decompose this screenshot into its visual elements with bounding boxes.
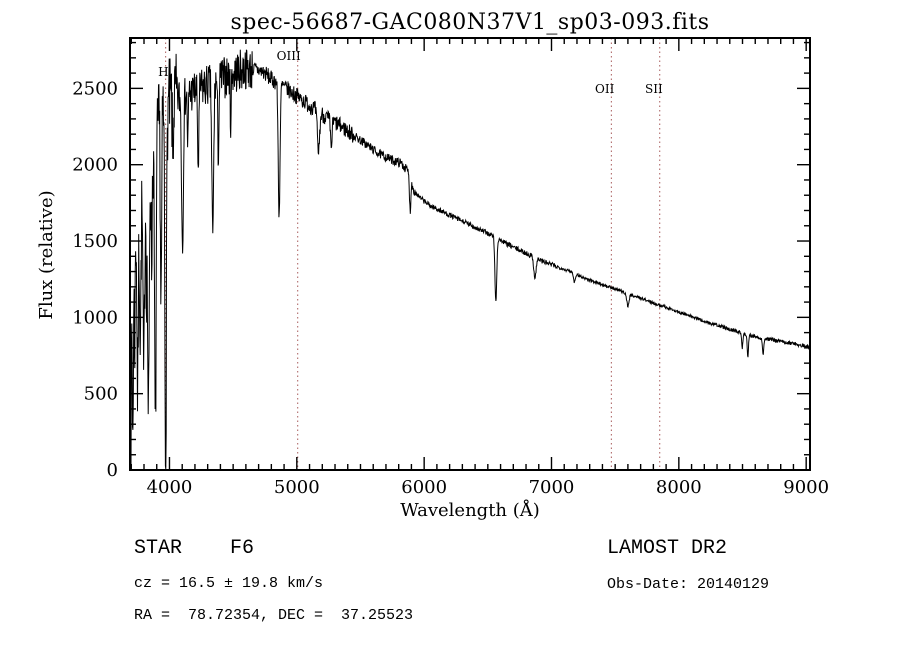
plot-title: spec-56687-GAC080N37V1_sp03-093.fits <box>230 10 710 35</box>
y-tick-label: 0 <box>107 460 118 481</box>
x-tick-label: 7000 <box>529 477 575 498</box>
x-tick-label: 5000 <box>274 477 320 498</box>
reference-line-label: OII <box>595 82 615 96</box>
x-tick-label: 8000 <box>656 477 702 498</box>
x-tick-label: 6000 <box>401 477 447 498</box>
spectrum-trace <box>130 49 810 470</box>
cz-label: cz = 16.5 ± 19.8 km/s <box>134 575 324 592</box>
y-tick-label: 1000 <box>72 307 118 328</box>
reference-line-label: H <box>158 65 168 79</box>
obsdate-label: Obs-Date: 20140129 <box>607 576 770 593</box>
y-tick-label: 1500 <box>72 231 118 252</box>
plot-frame <box>129 37 811 471</box>
y-tick-label: 2000 <box>72 155 118 176</box>
survey-label: LAMOST DR2 <box>607 537 728 560</box>
radec-label: RA = 78.72354, DEC = 37.25523 <box>134 607 414 624</box>
y-tick-label: 500 <box>84 384 118 405</box>
x-tick-label: 4000 <box>147 477 193 498</box>
y-axis-label: Flux (relative) <box>36 190 57 320</box>
reference-line-label: OIII <box>277 49 301 63</box>
x-tick-label: 9000 <box>783 477 829 498</box>
reference-line-label: SII <box>645 82 663 96</box>
classification-label: STAR F6 <box>134 537 255 560</box>
y-tick-label: 2500 <box>72 78 118 99</box>
x-axis-label: Wavelength (Å) <box>400 500 540 521</box>
